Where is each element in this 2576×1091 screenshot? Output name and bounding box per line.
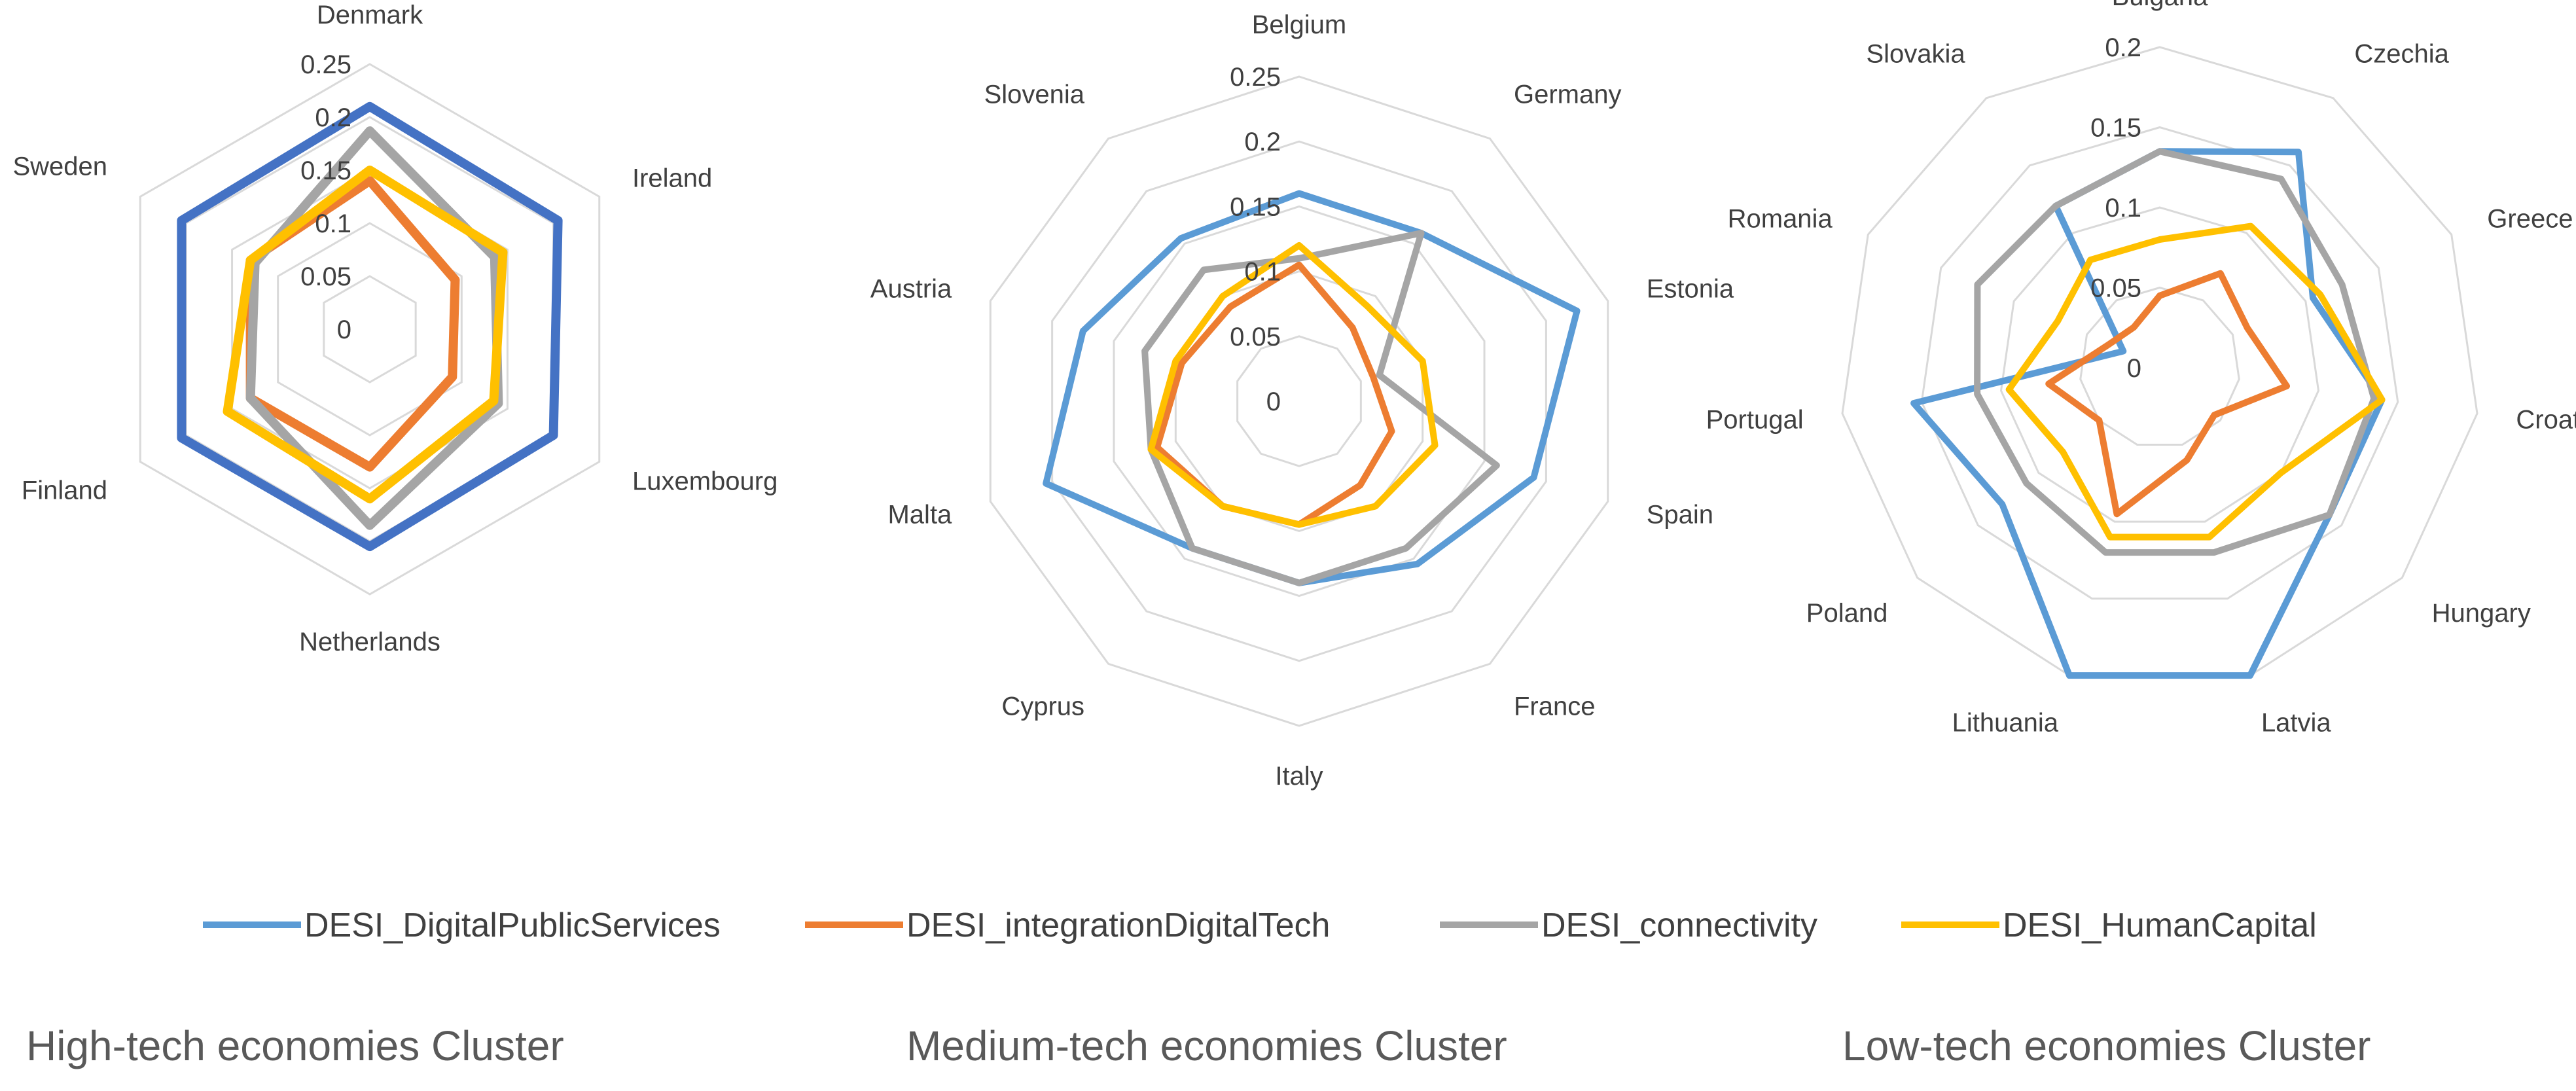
grid-ring xyxy=(1236,335,1362,467)
category-label: Portugal xyxy=(1706,405,1804,434)
legend-label: DESI_HumanCapital xyxy=(2003,906,2317,944)
category-label: Bulgaria xyxy=(2112,0,2209,11)
category-label: Austria xyxy=(870,275,952,304)
grid-ring xyxy=(1999,206,2320,523)
radar-panels: 0 0.05 0.1 0.15 0.2 0.25 Denmark Ireland Luxembo… xyxy=(12,0,2576,791)
tick-label: 0.1 xyxy=(315,209,351,238)
grid-ring xyxy=(139,63,601,596)
radar-grid xyxy=(989,75,1609,727)
category-label: Spain xyxy=(1647,500,1713,529)
legend-item-DESI_integrationDigitalTech: DESI_integrationDigitalTech xyxy=(805,906,1330,944)
radar-panel-1: 0 0.05 0.1 0.15 0.2 0.25 Denmark Ireland Luxembo… xyxy=(12,1,778,656)
tick-label: 0.05 xyxy=(300,262,351,291)
category-label: Slovenia xyxy=(984,80,1085,109)
cluster-caption: Low-tech economies Cluster xyxy=(1842,1022,2370,1069)
category-label: Ireland xyxy=(632,164,712,193)
cluster-caption: High-tech economies Cluster xyxy=(26,1022,564,1069)
tick-label: 0 xyxy=(2127,354,2141,383)
tick-label: 0.25 xyxy=(1230,63,1281,92)
series-line-DESI_DigitalPublicServices xyxy=(1910,148,2386,679)
radar-category-labels: Bulgaria Czechia Greece Croatia Hungary Latvi… xyxy=(1706,0,2576,738)
category-label: Malta xyxy=(887,500,952,529)
category-label: Hungary xyxy=(2432,599,2531,628)
series-line-DESI_integrationDigitalTech xyxy=(2045,270,2291,518)
series-line-DESI_HumanCapital xyxy=(223,166,508,504)
series-line-DESI_connectivity xyxy=(1974,148,2378,556)
category-label: Italy xyxy=(1275,762,1323,791)
category-label: Netherlands xyxy=(299,628,440,656)
tick-label: 0.2 xyxy=(2105,33,2141,62)
tick-label: 0.15 xyxy=(300,156,351,185)
radar-grid xyxy=(1841,46,2478,677)
category-label: Luxembourg xyxy=(632,467,778,496)
category-label: Czechia xyxy=(2354,39,2449,68)
tick-label: 0.2 xyxy=(315,103,351,132)
tick-label: 0.05 xyxy=(1230,323,1281,351)
radar-category-labels: Belgium Germany Estonia Spain France Italy Cyp… xyxy=(870,10,1734,791)
category-label: Latvia xyxy=(2261,709,2331,738)
series-line-DESI_integrationDigitalTech xyxy=(245,176,460,472)
cluster-caption: Medium-tech economies Cluster xyxy=(906,1022,1507,1069)
radar-category-labels: Denmark Ireland Luxembourg Netherlands Finla… xyxy=(12,1,778,656)
legend-item-DESI_connectivity: DESI_connectivity xyxy=(1440,906,1817,944)
legend-label: DESI_connectivity xyxy=(1541,906,1817,944)
category-label: Cyprus xyxy=(1001,692,1084,721)
series-line-DESI_connectivity xyxy=(245,126,503,530)
category-label: Denmark xyxy=(317,1,423,29)
radar-tick-labels: 0 0.05 0.1 0.15 0.2 0.25 xyxy=(300,50,351,344)
radar-series xyxy=(1043,190,1581,586)
category-label: Finland xyxy=(22,476,107,505)
grid-ring xyxy=(277,222,463,437)
legend: DESI_DigitalPublicServices DESI_integrati… xyxy=(203,906,2317,944)
category-label: Germany xyxy=(1514,80,1622,109)
legend-label: DESI_DigitalPublicServices xyxy=(304,906,721,944)
category-label: Poland xyxy=(1806,599,1888,628)
category-label: Lithuania xyxy=(1952,709,2059,738)
cluster-captions: High-tech economies Cluster Medium-tech e… xyxy=(26,1022,2370,1069)
radar-tick-labels: 0 0.05 0.1 0.15 0.2 0.25 xyxy=(1230,63,1281,416)
radar-series xyxy=(1910,148,2386,679)
tick-label: 0.1 xyxy=(1244,258,1281,287)
radar-grid xyxy=(139,63,601,596)
grid-ring xyxy=(1113,205,1486,598)
category-label: Sweden xyxy=(12,152,107,181)
tick-label: 0.2 xyxy=(1244,128,1281,156)
legend-item-DESI_DigitalPublicServices: DESI_DigitalPublicServices xyxy=(203,906,721,944)
tick-label: 0.05 xyxy=(2090,274,2141,303)
tick-label: 0.1 xyxy=(2105,194,2141,223)
grid-ring xyxy=(989,75,1609,727)
radar-panel-2: 0 0.05 0.1 0.15 0.2 0.25 Belgium Germany Estonia… xyxy=(870,10,1734,791)
legend-label: DESI_integrationDigitalTech xyxy=(906,906,1330,944)
tick-label: 0 xyxy=(1266,387,1281,416)
series-line-DESI_HumanCapital xyxy=(1147,241,1439,528)
radar-tick-labels: 0 0.05 0.1 0.15 0.2 xyxy=(2090,33,2141,383)
series-line-DESI_DigitalPublicServices xyxy=(177,101,563,552)
grid-ring xyxy=(1920,126,2399,600)
category-label: Slovakia xyxy=(1866,39,1965,68)
grid-ring xyxy=(1841,46,2478,677)
category-label: Estonia xyxy=(1647,275,1734,304)
radar-series xyxy=(177,101,563,552)
grid-ring xyxy=(323,275,417,384)
tick-label: 0 xyxy=(337,315,351,344)
category-label: Belgium xyxy=(1252,10,1347,39)
tick-label: 0.25 xyxy=(300,50,351,79)
tick-label: 0.15 xyxy=(2090,114,2141,143)
category-label: Greece xyxy=(2487,205,2573,234)
tick-label: 0.15 xyxy=(1230,192,1281,221)
legend-item-DESI_HumanCapital: DESI_HumanCapital xyxy=(1901,906,2317,944)
category-label: France xyxy=(1514,692,1596,721)
category-label: Romania xyxy=(1728,205,1833,234)
grid-ring xyxy=(2079,286,2240,446)
grid-ring xyxy=(231,169,509,490)
series-line-DESI_HumanCapital xyxy=(2005,223,2386,541)
category-label: Croatia xyxy=(2516,405,2576,434)
radar-panel-3: 0 0.05 0.1 0.15 0.2 Bulgaria Czechia Greece Croa… xyxy=(1706,0,2576,738)
